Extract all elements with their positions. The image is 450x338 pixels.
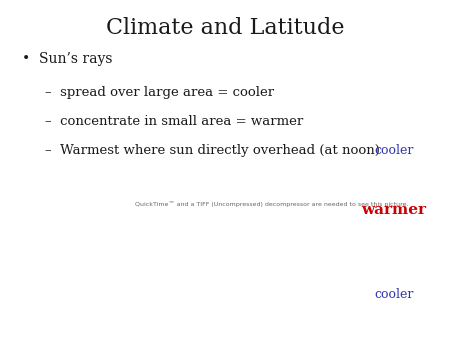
Text: cooler: cooler [374,288,414,300]
Text: •  Sun’s rays: • Sun’s rays [22,52,113,66]
Text: –  concentrate in small area = warmer: – concentrate in small area = warmer [45,115,303,128]
Text: Climate and Latitude: Climate and Latitude [106,17,344,39]
Text: –  spread over large area = cooler: – spread over large area = cooler [45,86,274,99]
Text: cooler: cooler [374,144,414,157]
Text: –  Warmest where sun directly overhead (at noon): – Warmest where sun directly overhead (a… [45,144,380,156]
Text: warmer: warmer [361,202,426,217]
Text: QuickTime™ and a TIFF (Uncompressed) decompressor are needed to see this picture: QuickTime™ and a TIFF (Uncompressed) dec… [135,201,409,207]
